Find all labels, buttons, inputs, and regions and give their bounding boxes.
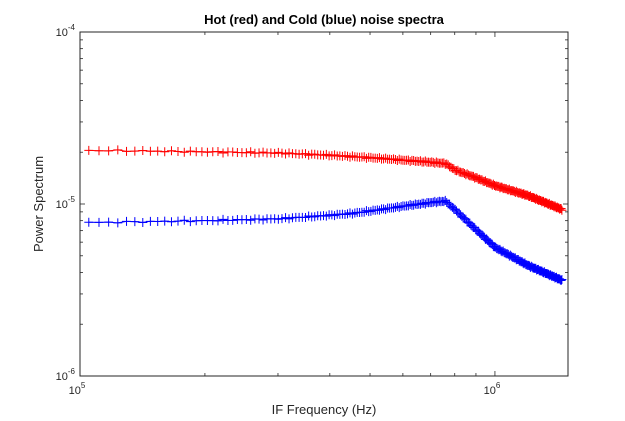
data-point-marker xyxy=(403,201,413,211)
data-point-marker xyxy=(213,216,223,226)
data-point-marker xyxy=(477,175,487,185)
data-point-marker xyxy=(173,146,183,156)
data-point-marker xyxy=(467,221,477,231)
data-point-marker xyxy=(258,147,268,157)
data-point-marker xyxy=(166,146,176,156)
data-point-marker xyxy=(273,214,283,224)
data-point-marker xyxy=(350,208,360,218)
y-tick-label: 10-5 xyxy=(56,195,76,211)
data-point-marker xyxy=(179,215,189,225)
tick-label-exponent: 6 xyxy=(496,381,501,390)
data-point-marker xyxy=(273,147,283,157)
data-point-marker xyxy=(381,205,391,215)
data-point-marker xyxy=(218,148,228,158)
data-point-marker xyxy=(347,209,357,219)
tick-label-base: 10 xyxy=(56,371,68,383)
data-point-marker xyxy=(122,146,132,156)
data-point-marker xyxy=(475,174,485,184)
data-point-marker xyxy=(555,204,565,214)
data-point-marker xyxy=(394,203,404,213)
data-point-marker xyxy=(555,274,565,284)
data-point-marker xyxy=(254,214,264,224)
tick-label-exponent: -6 xyxy=(68,367,76,376)
data-point-marker xyxy=(104,217,114,227)
x-axis-label: IF Frequency (Hz) xyxy=(272,402,377,417)
data-point-marker xyxy=(160,147,170,157)
data-point-marker xyxy=(138,217,148,227)
tick-label-base: 10 xyxy=(69,385,81,397)
data-point-marker xyxy=(197,147,207,157)
data-point-marker xyxy=(166,217,176,227)
data-point-marker xyxy=(557,274,567,284)
plot-area xyxy=(80,32,568,376)
data-point-marker xyxy=(374,205,384,215)
data-point-marker xyxy=(556,275,566,285)
data-point-marker xyxy=(557,205,567,215)
data-point-marker xyxy=(153,146,163,156)
data-point-marker xyxy=(468,171,478,181)
data-point-marker xyxy=(381,153,391,163)
y-tick-label: 10-4 xyxy=(56,23,76,39)
data-point-marker xyxy=(84,217,94,227)
tick-label-base: 10 xyxy=(56,199,68,211)
data-point-marker xyxy=(113,218,123,228)
data-point-marker xyxy=(122,216,132,226)
data-point-marker xyxy=(241,148,251,158)
x-tick-label: 105 xyxy=(69,381,86,397)
axes-box xyxy=(79,31,569,377)
data-point-marker xyxy=(347,151,357,161)
data-point-marker xyxy=(359,207,369,217)
data-point-marker xyxy=(104,146,114,156)
chart-title: Hot (red) and Cold (blue) noise spectra xyxy=(204,12,445,27)
data-point-marker xyxy=(130,217,140,227)
data-point-marker xyxy=(160,216,170,226)
series-hot xyxy=(84,145,567,215)
tick-label-exponent: -4 xyxy=(68,23,76,32)
data-point-marker xyxy=(185,217,195,227)
data-point-marker xyxy=(366,206,376,216)
data-point-marker xyxy=(173,216,183,226)
data-point-marker xyxy=(218,214,228,224)
data-point-marker xyxy=(472,173,482,183)
data-point-marker xyxy=(94,146,104,156)
series-cold xyxy=(84,195,567,285)
x-tick-label: 106 xyxy=(484,381,501,397)
data-point-marker xyxy=(361,206,371,216)
data-point-marker xyxy=(366,152,376,162)
data-point-marker xyxy=(246,215,256,225)
data-point-marker xyxy=(213,146,223,156)
y-tick-label: 10-6 xyxy=(56,367,76,383)
tick-label-exponent: -5 xyxy=(68,195,76,204)
data-point-marker xyxy=(130,146,140,156)
data-point-marker xyxy=(202,147,212,157)
data-point-marker xyxy=(246,147,256,157)
data-point-marker xyxy=(379,204,389,214)
data-point-marker xyxy=(138,146,148,156)
data-point-marker xyxy=(94,217,104,227)
data-point-marker xyxy=(241,215,251,225)
tick-label-exponent: 5 xyxy=(81,381,86,390)
data-point-marker xyxy=(254,148,264,158)
y-axis-label: Power Spectrum xyxy=(31,156,46,252)
data-series xyxy=(84,145,567,285)
data-point-marker xyxy=(372,153,382,163)
data-point-marker xyxy=(113,145,123,155)
tick-label-base: 10 xyxy=(56,27,68,39)
data-point-marker xyxy=(228,215,238,225)
data-point-marker xyxy=(185,146,195,156)
data-point-marker xyxy=(258,215,268,225)
data-point-marker xyxy=(179,147,189,157)
data-point-marker xyxy=(556,204,566,214)
data-point-marker xyxy=(394,154,404,164)
data-point-marker xyxy=(84,145,94,155)
tick-label-base: 10 xyxy=(484,385,496,397)
